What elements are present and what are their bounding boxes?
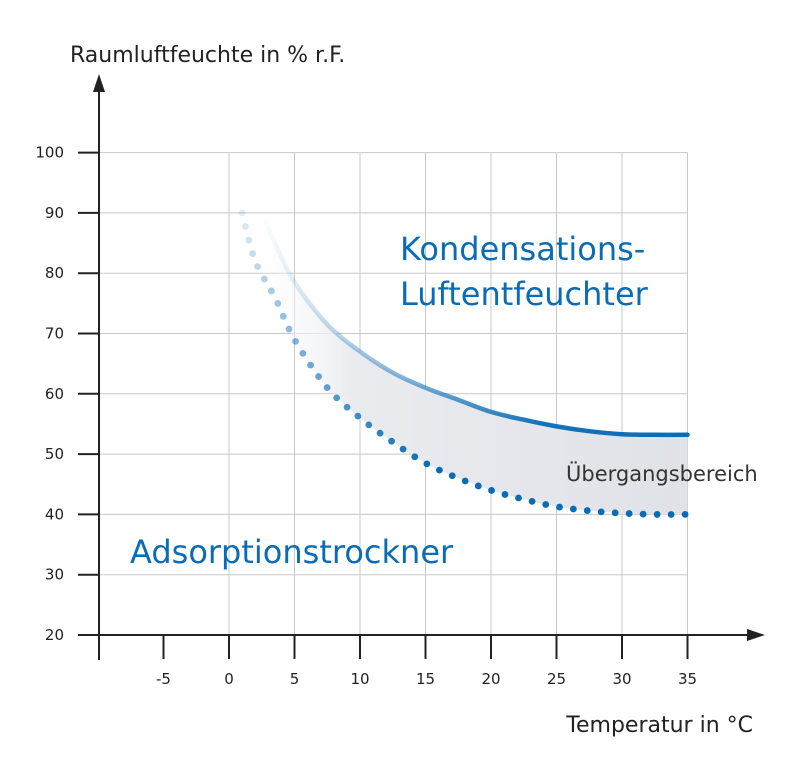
lower-line-dot-21 bbox=[399, 445, 407, 453]
lower-line-dot-12 bbox=[307, 361, 314, 369]
lower-line-dot-2 bbox=[245, 236, 253, 244]
lower-line-dot-28 bbox=[488, 487, 495, 494]
lower-line-dot-20 bbox=[388, 437, 395, 445]
lower-line-dot-19 bbox=[376, 429, 384, 437]
x-tick-label-0: -5 bbox=[156, 670, 171, 688]
lower-line-dot-36 bbox=[597, 508, 605, 516]
upper-region-label-line-1: Kondensations- bbox=[400, 230, 645, 268]
lower-line-dot-24 bbox=[435, 466, 443, 474]
lower-line-dot-6 bbox=[268, 287, 275, 295]
lower-line-dot-11 bbox=[299, 349, 307, 357]
y-tick-label-1: 30 bbox=[45, 566, 64, 584]
lower-line-dot-26 bbox=[461, 477, 469, 485]
x-tick-label-1: 0 bbox=[224, 670, 234, 688]
x-tick-label-4: 15 bbox=[416, 670, 435, 688]
x-tick-label-7: 30 bbox=[612, 670, 631, 688]
upper-region-label-line-2: Luftentfeuchter bbox=[400, 275, 649, 313]
axes bbox=[93, 74, 765, 660]
lower-line-dot-34 bbox=[569, 505, 577, 513]
lower-line-dot-37 bbox=[611, 509, 619, 517]
lower-line-dot-35 bbox=[583, 507, 591, 514]
y-tick-label-0: 20 bbox=[45, 626, 64, 644]
y-tick-label-5: 70 bbox=[45, 325, 64, 343]
lower-line-dot-13 bbox=[315, 373, 322, 380]
lower-line-dot-3 bbox=[249, 250, 256, 257]
ticks: -5 0 5 10 15 20 25 30 35 20 30 40 50 60 70 80 90 100 bbox=[35, 144, 697, 688]
lower-line-dot-22 bbox=[411, 453, 419, 461]
lower-line-dot-23 bbox=[423, 460, 431, 468]
x-axis-arrow-icon bbox=[747, 629, 765, 641]
lower-line-dot-5 bbox=[260, 275, 268, 283]
lower-line-dot-27 bbox=[474, 482, 482, 490]
lower-line-dot-41 bbox=[667, 511, 675, 518]
lower-line-dot-30 bbox=[515, 494, 522, 502]
lower-line-dot-10 bbox=[292, 338, 299, 345]
lower-line-dot-38 bbox=[625, 510, 633, 517]
upper-boundary-line bbox=[259, 210, 690, 438]
x-tick-label-6: 25 bbox=[547, 670, 566, 688]
lower-line-dot-33 bbox=[556, 503, 563, 511]
grid bbox=[99, 152, 688, 635]
x-tick-label-5: 20 bbox=[481, 670, 500, 688]
y-tick-label-7: 90 bbox=[45, 204, 64, 222]
x-tick-label-2: 5 bbox=[290, 670, 300, 688]
lower-line-dot-42 bbox=[681, 511, 689, 518]
lower-line-dot-29 bbox=[501, 491, 509, 498]
lower-line-dot-14 bbox=[323, 384, 331, 392]
lower-line-dot-16 bbox=[343, 403, 351, 411]
lower-line-dot-40 bbox=[653, 511, 661, 518]
lower-line-dot-8 bbox=[279, 312, 287, 320]
band-label: Übergangsbereich bbox=[566, 461, 758, 486]
lower-line-dot-9 bbox=[285, 325, 293, 333]
y-axis-arrow-icon bbox=[93, 74, 105, 92]
lower-boundary-dotted-line bbox=[238, 209, 689, 518]
x-axis-title: Temperatur in °C bbox=[565, 713, 753, 738]
lower-line-dot-0 bbox=[238, 209, 246, 217]
lower-line-dot-39 bbox=[639, 510, 647, 518]
lower-line-dot-17 bbox=[354, 412, 362, 420]
lower-line-dot-7 bbox=[274, 300, 282, 307]
lower-line-dot-18 bbox=[365, 421, 373, 429]
y-axis-title: Raumluftfeuchte in % r.F. bbox=[70, 43, 345, 68]
lower-line-dot-31 bbox=[528, 497, 536, 505]
lower-line-dot-25 bbox=[448, 472, 456, 480]
lower-region-label: Adsorptionstrockner bbox=[130, 533, 454, 571]
lower-line-dot-1 bbox=[242, 223, 249, 230]
y-tick-label-3: 50 bbox=[45, 445, 64, 463]
lower-line-dot-15 bbox=[333, 394, 341, 402]
x-tick-label-8: 35 bbox=[678, 670, 697, 688]
y-tick-label-6: 80 bbox=[45, 264, 64, 282]
transition-band bbox=[242, 212, 688, 515]
lower-line-dot-4 bbox=[254, 263, 261, 271]
y-tick-label-4: 60 bbox=[45, 385, 64, 403]
x-tick-label-3: 10 bbox=[350, 670, 369, 688]
y-tick-label-2: 40 bbox=[45, 505, 64, 523]
lower-line-dot-32 bbox=[542, 501, 550, 508]
y-tick-label-8: 100 bbox=[35, 144, 64, 162]
